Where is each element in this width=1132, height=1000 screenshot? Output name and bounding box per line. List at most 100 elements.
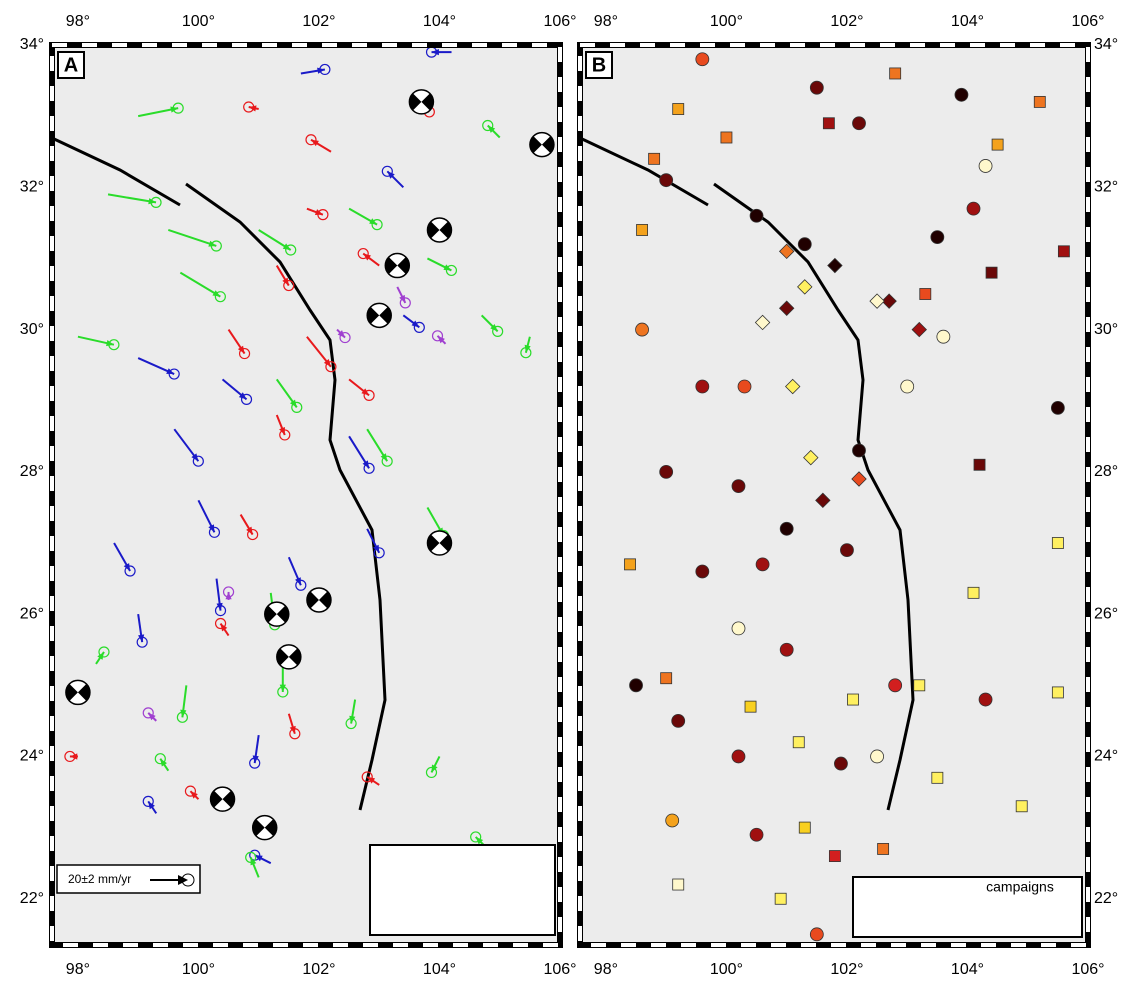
station [1016, 801, 1027, 812]
y-tick-label: 34° [20, 36, 44, 53]
figure: 98° 98° 100° 100° 102° 102° 104° 104° 106° 106° 22… [0, 0, 1132, 1000]
station [673, 879, 684, 890]
station [672, 714, 685, 727]
station [992, 139, 1003, 150]
focal-mechanism [66, 680, 90, 704]
y-tick-label: 30° [20, 321, 44, 338]
panel-b-background [580, 45, 1088, 945]
y-tick-label: 26° [1094, 605, 1118, 622]
station [696, 565, 709, 578]
station [732, 480, 745, 493]
station [931, 231, 944, 244]
focal-mechanism [385, 254, 409, 278]
x-tick-label: 106° [1071, 13, 1104, 30]
station [974, 459, 985, 470]
focal-mechanism [277, 645, 301, 669]
station [775, 893, 786, 904]
station [890, 68, 901, 79]
y-tick-label: 28° [1094, 463, 1118, 480]
station [721, 132, 732, 143]
station [1034, 96, 1045, 107]
station [1052, 687, 1063, 698]
station [1058, 246, 1069, 257]
focal-mechanism [253, 816, 277, 840]
x-tick-label: 102° [302, 961, 335, 978]
station [878, 843, 889, 854]
station [793, 737, 804, 748]
y-tick-label: 30° [1094, 321, 1118, 338]
legend-a-box [370, 845, 555, 935]
station [660, 174, 673, 187]
colorbar-title: campaigns [986, 879, 1054, 895]
station [829, 851, 840, 862]
station [1051, 401, 1064, 414]
y-tick-label: 22° [1094, 890, 1118, 907]
station [937, 330, 950, 343]
station [780, 643, 793, 656]
station [780, 522, 793, 535]
station [750, 209, 763, 222]
x-tick-label: 102° [830, 13, 863, 30]
x-tick-label: 102° [830, 961, 863, 978]
x-tick-label: 98° [66, 961, 90, 978]
station [955, 88, 968, 101]
y-tick-label: 26° [20, 605, 44, 622]
y-tick-label: 34° [1094, 36, 1118, 53]
station [756, 558, 769, 571]
station [636, 323, 649, 336]
station [732, 750, 745, 763]
panel-label: B [592, 54, 606, 76]
focal-mechanism [367, 303, 391, 327]
x-tick-label: 106° [543, 13, 576, 30]
y-tick-label: 28° [20, 463, 44, 480]
station [630, 679, 643, 692]
x-tick-label: 106° [1071, 961, 1104, 978]
station [1052, 537, 1063, 548]
station [732, 622, 745, 635]
x-tick-label: 104° [423, 13, 456, 30]
scale-label: 20±2 mm/yr [68, 872, 131, 886]
x-tick-label: 100° [710, 961, 743, 978]
x-tick-label: 98° [594, 13, 618, 30]
x-tick-label: 100° [182, 961, 215, 978]
station [738, 380, 751, 393]
station [810, 81, 823, 94]
station [750, 828, 763, 841]
focal-mechanism [427, 218, 451, 242]
station [666, 814, 679, 827]
station [979, 159, 992, 172]
station [834, 757, 847, 770]
station [853, 444, 866, 457]
station [968, 587, 979, 598]
station [967, 202, 980, 215]
station [649, 153, 660, 164]
station [979, 693, 992, 706]
y-tick-label: 32° [20, 179, 44, 196]
station [871, 750, 884, 763]
y-tick-label: 32° [1094, 179, 1118, 196]
x-tick-label: 98° [594, 961, 618, 978]
station [914, 680, 925, 691]
station [847, 694, 858, 705]
x-tick-label: 104° [951, 13, 984, 30]
station [661, 673, 672, 684]
x-tick-label: 106° [543, 961, 576, 978]
station [986, 267, 997, 278]
station [810, 928, 823, 941]
station [853, 117, 866, 130]
y-tick-label: 24° [1094, 748, 1118, 765]
station [823, 118, 834, 129]
station [745, 701, 756, 712]
focal-mechanism [307, 588, 331, 612]
station [624, 559, 635, 570]
station [889, 679, 902, 692]
focal-mechanism [530, 133, 554, 157]
x-tick-label: 104° [951, 961, 984, 978]
panel-label: A [64, 54, 78, 76]
y-tick-label: 24° [20, 748, 44, 765]
station [901, 380, 914, 393]
station [696, 380, 709, 393]
station [660, 465, 673, 478]
focal-mechanism [427, 531, 451, 555]
station [673, 104, 684, 115]
